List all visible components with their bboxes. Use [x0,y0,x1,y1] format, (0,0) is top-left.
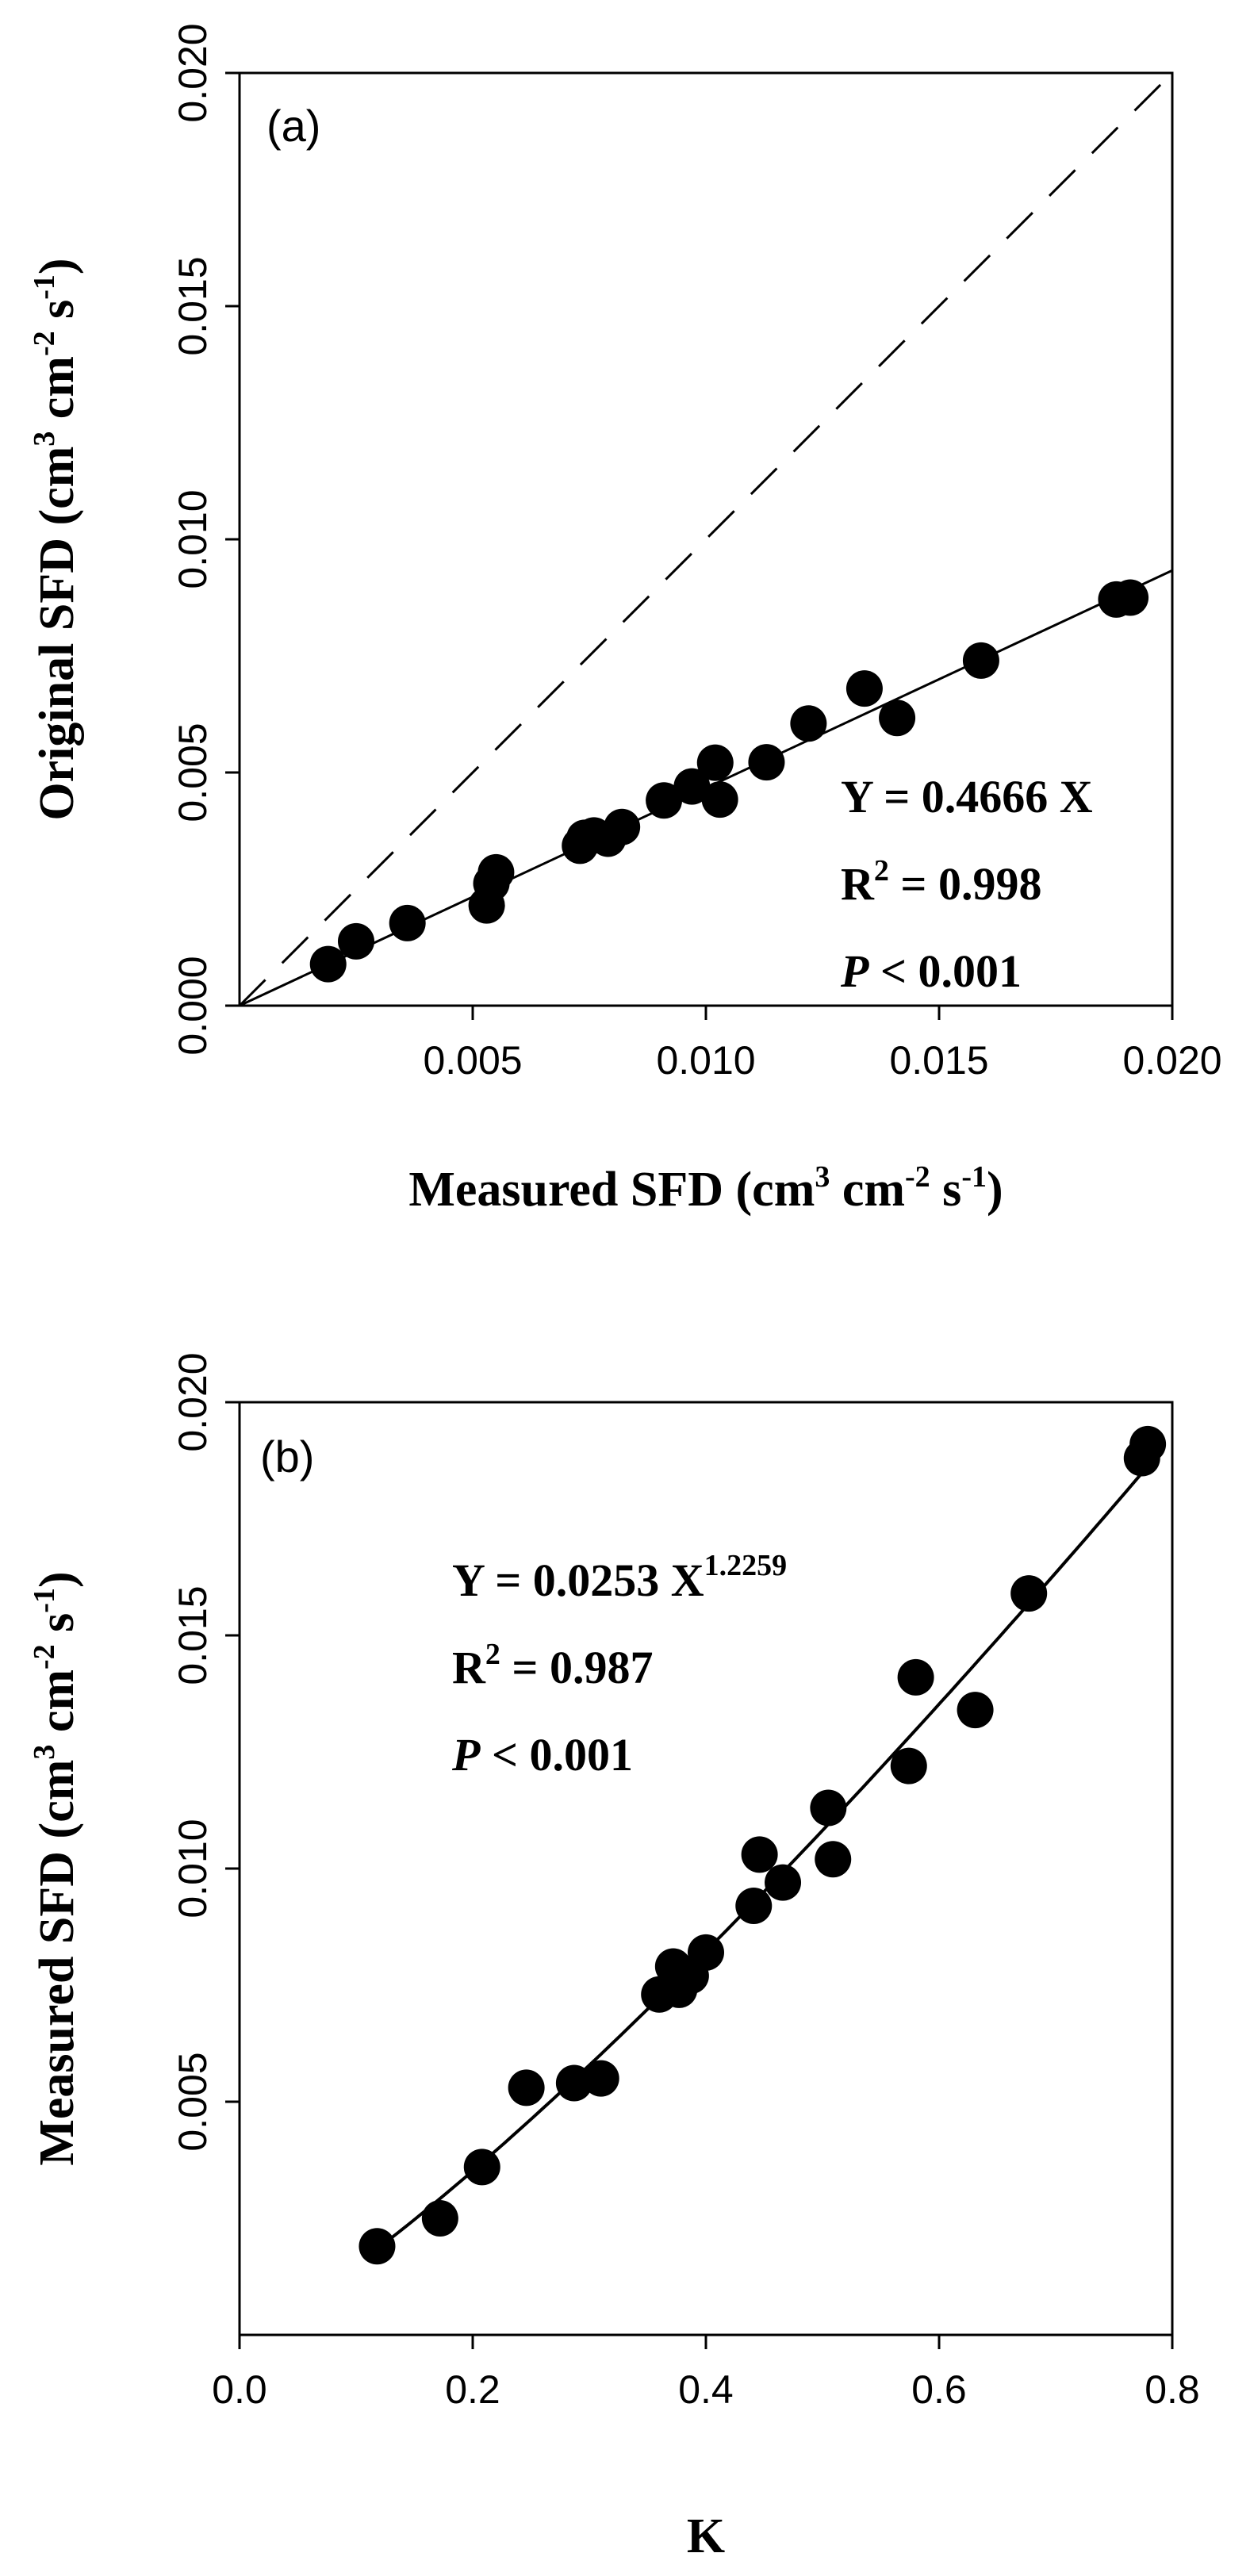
panel-b-x-tick-label: 0.4 [678,2367,734,2412]
data-point [1129,1425,1167,1462]
panel-a-y-tick-label: 0.020 [171,23,215,122]
data-point [815,1841,852,1878]
panel-a-points [309,579,1149,983]
panel-a-x-tick-label: 0.005 [423,1038,522,1083]
panel-b-y-tick-label: 0.020 [171,1352,215,1451]
data-point [555,2064,592,2102]
data-point [748,744,785,781]
data-point [421,2200,458,2237]
panel-a-y-tick-label: 0.015 [171,256,215,355]
panel-a: 0.005 0.010 0.015 0.020 0.000 0.005 0.010 0.01… [28,23,1222,1217]
data-point [957,1692,994,1729]
panel-a-x-tick-label: 0.010 [656,1038,755,1083]
panel-a-x-tick-label: 0.015 [889,1038,988,1083]
panel-a-equation: Y = 0.4666 X [841,771,1093,822]
panel-a-x-axis-label: Measured SFD (cm3 cm-2 s-1) [408,1160,1003,1217]
data-point [696,744,734,781]
data-point [338,922,374,960]
panel-a-p-value: P < 0.001 [840,945,1022,997]
panel-a-x-tick-label: 0.020 [1122,1038,1221,1083]
data-point [897,1658,934,1696]
panel-b-y-axis-label: Measured SFD (cm3 cm-2 s-1) [28,1571,84,2165]
data-point [765,1864,802,1901]
data-point [359,2228,396,2265]
panel-b-x-tick-label: 0.2 [445,2367,500,2412]
data-point [741,1836,778,1873]
panel-a-y-tick-label: 0.005 [171,723,215,822]
panel-b-p-value: P < 0.001 [451,1729,633,1781]
data-point [879,700,916,737]
panel-b-equation: Y = 0.0253 X1.2259 [452,1549,787,1606]
data-point [508,2069,545,2106]
data-point [890,1747,927,1784]
one-to-one-line [238,71,1174,1007]
data-point [701,781,738,818]
data-point [582,2060,619,2097]
data-point [646,782,683,819]
panel-b-y-tick-label: 0.010 [171,1819,215,1918]
panel-b-y-ticks: 0.005 0.010 0.015 0.020 [171,1352,240,2152]
panel-b-y-tick-label: 0.015 [171,1585,215,1685]
data-point [463,2149,500,2186]
panel-b-plot-frame [238,1401,1174,2336]
panel-a-y-axis-label: Original SFD (cm3 cm-2 s-1) [28,258,84,820]
data-point [673,768,711,805]
data-point [735,1888,773,1925]
data-point [389,904,426,941]
data-point [1112,579,1149,616]
panel-a-y-tick-label: 0.010 [171,489,215,588]
data-point [688,1934,724,1971]
data-point [477,853,515,891]
data-point [810,1789,847,1827]
panel-b-x-axis-label: K [687,2509,725,2563]
panel-b-x-tick-label: 0.6 [911,2367,967,2412]
panel-b-r-squared: R2 = 0.987 [452,1638,653,1693]
data-point [845,670,883,707]
panel-a-r-squared: R2 = 0.998 [841,854,1041,910]
panel-b-x-ticks: 0.0 0.2 0.4 0.6 0.8 [212,2335,1200,2412]
panel-b-y-tick-label: 0.005 [171,2052,215,2151]
data-point [1010,1575,1048,1612]
panel-a-y-ticks: 0.000 0.005 0.010 0.015 0.020 [171,23,240,1056]
data-point [604,808,641,845]
panel-b-label: (b) [260,1432,314,1482]
panel-b-points [359,1425,1167,2265]
panel-b: 0.0 0.2 0.4 0.6 0.8 0.005 0.010 0.015 0.020 (b)… [28,1352,1200,2563]
data-point [790,705,827,742]
panel-b-x-tick-label: 0.0 [212,2367,267,2412]
panel-a-x-ticks: 0.005 0.010 0.015 0.020 [423,1006,1222,1083]
data-point [309,945,347,983]
panel-a-y-tick-label: 0.000 [171,956,215,1055]
data-point [962,642,999,679]
panel-a-label: (a) [266,101,320,151]
panel-b-x-tick-label: 0.8 [1145,2367,1200,2412]
